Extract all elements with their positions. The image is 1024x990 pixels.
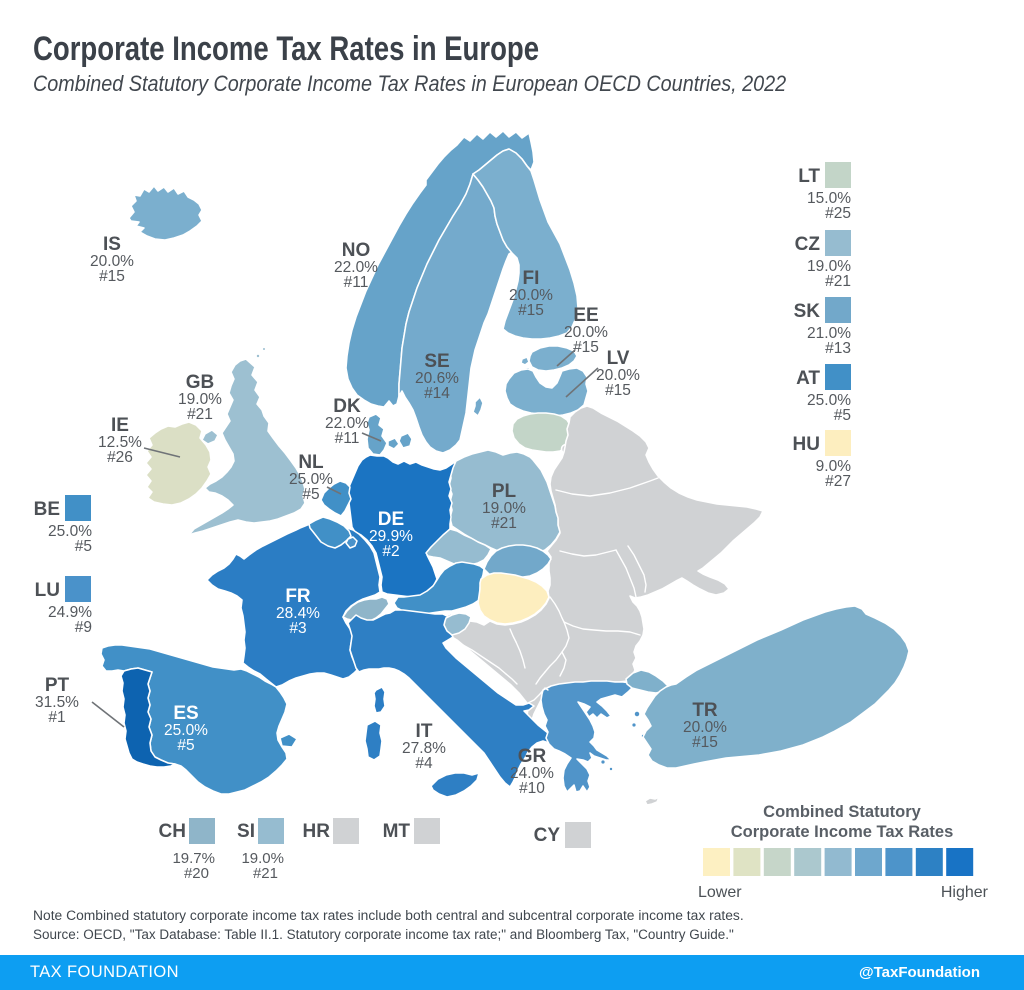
svg-text:CZ: CZ: [795, 234, 821, 255]
svg-text:CH: CH: [159, 821, 186, 842]
svg-text:SE: SE: [424, 351, 449, 372]
svg-text:Lower: Lower: [698, 884, 742, 901]
svg-text:19.0%: 19.0%: [178, 391, 222, 408]
svg-text:FR: FR: [285, 586, 311, 607]
svg-text:BE: BE: [34, 499, 60, 520]
svg-text:22.0%: 22.0%: [334, 259, 378, 276]
svg-text:15.0%: 15.0%: [807, 190, 851, 207]
svg-text:#21: #21: [253, 865, 278, 882]
svg-text:25.0%: 25.0%: [807, 392, 851, 409]
svg-text:#1: #1: [48, 709, 65, 726]
svg-text:#11: #11: [344, 274, 369, 291]
svg-text:Higher: Higher: [941, 884, 989, 901]
svg-text:TR: TR: [692, 700, 718, 721]
svg-text:12.5%: 12.5%: [98, 434, 142, 451]
svg-text:ES: ES: [173, 703, 198, 724]
svg-text:25.0%: 25.0%: [289, 471, 333, 488]
svg-text:Combined Statutory: Combined Statutory: [763, 803, 921, 821]
svg-text:IT: IT: [416, 721, 433, 742]
svg-text:27.8%: 27.8%: [402, 740, 446, 757]
svg-text:SI: SI: [237, 821, 255, 842]
svg-text:IE: IE: [111, 415, 129, 436]
svg-text:20.0%: 20.0%: [90, 253, 134, 270]
svg-text:#14: #14: [424, 385, 450, 402]
svg-text:#9: #9: [75, 619, 92, 636]
svg-text:#26: #26: [107, 449, 133, 466]
svg-text:NO: NO: [342, 240, 371, 261]
svg-text:PL: PL: [492, 481, 517, 502]
svg-text:#3: #3: [289, 620, 306, 637]
svg-text:24.9%: 24.9%: [48, 604, 92, 621]
svg-text:20.6%: 20.6%: [415, 370, 459, 387]
svg-text:FI: FI: [523, 268, 540, 289]
svg-text:19.7%: 19.7%: [172, 850, 215, 867]
svg-text:9.0%: 9.0%: [816, 458, 852, 475]
svg-text:22.0%: 22.0%: [325, 415, 369, 432]
svg-text:#25: #25: [825, 205, 851, 222]
svg-text:#20: #20: [184, 865, 209, 882]
svg-text:20.0%: 20.0%: [596, 367, 640, 384]
svg-text:#13: #13: [825, 340, 851, 357]
svg-text:19.0%: 19.0%: [241, 850, 284, 867]
svg-text:IS: IS: [103, 234, 121, 255]
svg-text:PT: PT: [45, 675, 70, 696]
svg-text:29.9%: 29.9%: [369, 528, 413, 545]
svg-text:#5: #5: [834, 407, 851, 424]
svg-text:19.0%: 19.0%: [482, 500, 526, 517]
svg-text:NL: NL: [298, 452, 324, 473]
svg-text:#4: #4: [415, 755, 433, 772]
svg-text:LV: LV: [607, 348, 630, 369]
svg-text:DK: DK: [333, 396, 361, 417]
svg-text:#21: #21: [825, 273, 851, 290]
svg-text:25.0%: 25.0%: [164, 722, 208, 739]
svg-text:#27: #27: [825, 473, 851, 490]
svg-text:MT: MT: [383, 821, 411, 842]
svg-text:#15: #15: [99, 268, 125, 285]
svg-text:#5: #5: [302, 486, 319, 503]
svg-text:SK: SK: [794, 301, 821, 322]
svg-text:19.0%: 19.0%: [807, 258, 851, 275]
svg-text:LT: LT: [798, 166, 820, 187]
svg-text:HR: HR: [303, 821, 331, 842]
svg-text:20.0%: 20.0%: [509, 287, 553, 304]
svg-text:EE: EE: [573, 305, 598, 326]
svg-text:Corporate Income Tax Rates: Corporate Income Tax Rates: [731, 823, 954, 841]
svg-text:#15: #15: [518, 302, 544, 319]
svg-text:#5: #5: [177, 737, 194, 754]
svg-text:20.0%: 20.0%: [683, 719, 727, 736]
svg-text:#21: #21: [491, 515, 517, 532]
svg-text:28.4%: 28.4%: [276, 605, 320, 622]
svg-text:HU: HU: [793, 434, 820, 455]
svg-text:25.0%: 25.0%: [48, 523, 92, 540]
svg-text:#2: #2: [382, 543, 399, 560]
svg-text:20.0%: 20.0%: [564, 324, 608, 341]
svg-text:CY: CY: [534, 825, 561, 846]
svg-text:LU: LU: [35, 580, 60, 601]
svg-text:#21: #21: [187, 406, 213, 423]
svg-text:GB: GB: [186, 372, 215, 393]
svg-text:21.0%: 21.0%: [807, 325, 851, 342]
svg-text:#11: #11: [335, 430, 360, 447]
svg-text:24.0%: 24.0%: [510, 765, 554, 782]
svg-text:31.5%: 31.5%: [35, 694, 79, 711]
svg-text:GR: GR: [518, 746, 547, 767]
svg-text:#15: #15: [692, 734, 718, 751]
svg-text:#5: #5: [75, 538, 92, 555]
svg-text:AT: AT: [796, 368, 820, 389]
svg-text:#15: #15: [605, 382, 631, 399]
svg-text:DE: DE: [378, 509, 404, 530]
svg-text:#10: #10: [519, 780, 545, 797]
svg-text:#15: #15: [573, 339, 599, 356]
